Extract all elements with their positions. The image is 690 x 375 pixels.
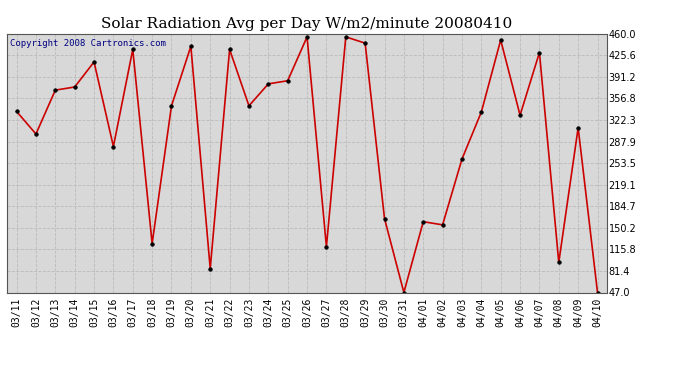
Title: Solar Radiation Avg per Day W/m2/minute 20080410: Solar Radiation Avg per Day W/m2/minute … — [101, 17, 513, 31]
Text: Copyright 2008 Cartronics.com: Copyright 2008 Cartronics.com — [10, 39, 166, 48]
